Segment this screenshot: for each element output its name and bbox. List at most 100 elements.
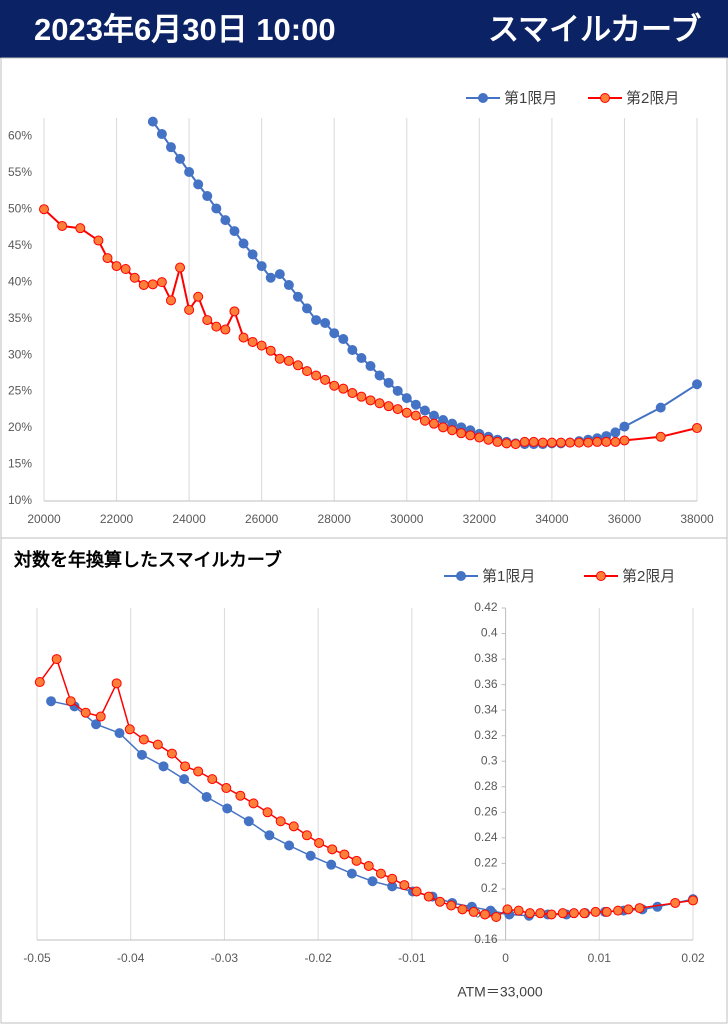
point [95, 711, 106, 722]
point [120, 264, 131, 275]
y-tick-label: 20% [8, 420, 32, 434]
point [93, 235, 104, 246]
x-tick-label: 0 [502, 951, 509, 965]
point [410, 410, 421, 421]
point [238, 332, 249, 343]
point [338, 334, 349, 345]
legend-label: 第1限月 [504, 89, 557, 107]
point [34, 677, 45, 688]
x-tick-label: -0.01 [398, 951, 426, 965]
x-tick-label: 24000 [172, 512, 206, 526]
point [456, 428, 467, 439]
point [619, 435, 630, 446]
point [491, 912, 502, 923]
point [568, 908, 579, 919]
point [351, 855, 362, 866]
point [201, 791, 212, 802]
point [166, 748, 177, 759]
y-tick-label: 50% [8, 201, 32, 215]
point [501, 438, 512, 449]
point [623, 904, 634, 915]
point [401, 393, 412, 404]
point [524, 908, 535, 919]
point [519, 436, 530, 447]
point [193, 291, 204, 302]
point [383, 377, 394, 388]
x-tick-label: -0.05 [23, 951, 51, 965]
y-tick-label: 0.32 [474, 728, 498, 742]
point [265, 272, 276, 283]
point [292, 291, 303, 302]
y-tick-label: 60% [8, 128, 32, 142]
y-tick-label: 0.42 [474, 600, 498, 614]
y-tick-label: 10% [8, 493, 32, 507]
point [184, 166, 195, 177]
y-tick-label: 30% [8, 347, 32, 361]
point [222, 803, 233, 814]
x-tick-label: -0.04 [117, 951, 145, 965]
point [392, 385, 403, 396]
point [513, 905, 524, 916]
point [57, 220, 68, 231]
point [264, 830, 275, 841]
point [247, 249, 258, 260]
point [327, 844, 338, 855]
point [284, 840, 295, 851]
point [156, 277, 167, 288]
point [592, 436, 603, 447]
x-tick-label: 0.02 [681, 951, 705, 965]
header-bar [0, 0, 728, 58]
x-tick-label: 20000 [27, 512, 61, 526]
point [692, 423, 702, 434]
point [152, 739, 163, 750]
point [546, 437, 557, 448]
point [613, 905, 624, 916]
point [247, 336, 258, 347]
point [320, 317, 331, 328]
point [274, 269, 285, 280]
point [326, 859, 337, 870]
point [479, 909, 490, 920]
point [156, 129, 167, 140]
point [447, 425, 458, 436]
legend-marker [478, 93, 488, 103]
point [557, 908, 568, 919]
point [238, 238, 249, 249]
point [235, 790, 246, 801]
point [248, 798, 259, 809]
point [363, 860, 374, 871]
point [670, 897, 681, 908]
point [175, 262, 186, 273]
point [221, 783, 232, 794]
point [590, 906, 601, 917]
point [91, 719, 102, 730]
point [124, 724, 135, 735]
x-tick-label: -0.02 [304, 951, 332, 965]
point [175, 153, 186, 164]
point [383, 401, 394, 412]
point [211, 321, 222, 332]
point [147, 116, 158, 127]
point [457, 904, 468, 915]
point [275, 816, 286, 827]
point [202, 191, 213, 202]
point [468, 906, 479, 917]
legend-marker [456, 571, 466, 581]
point [184, 304, 195, 315]
point [502, 904, 513, 915]
point [243, 816, 254, 827]
point [465, 430, 476, 441]
point [193, 766, 204, 777]
legend-label: 第2限月 [622, 567, 675, 585]
point [601, 436, 612, 447]
x-tick-label: 0.01 [588, 951, 612, 965]
y-tick-label: 45% [8, 238, 32, 252]
y-tick-label: 15% [8, 457, 32, 471]
y-tick-label: 0.26 [474, 804, 498, 818]
point [256, 340, 267, 351]
point [392, 404, 403, 415]
point [301, 830, 312, 841]
point [338, 383, 349, 394]
y-tick-label: 40% [8, 274, 32, 288]
point [565, 437, 576, 448]
